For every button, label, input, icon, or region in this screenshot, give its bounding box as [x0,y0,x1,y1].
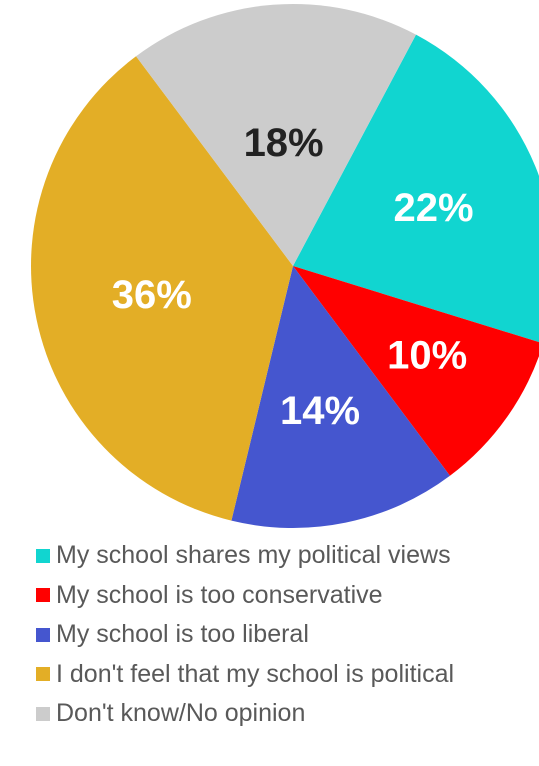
legend-item: My school is too conservative [36,576,531,616]
legend-label: My school is too liberal [56,620,309,649]
legend-item: My school shares my political views [36,536,531,576]
legend-swatch-icon [36,627,50,642]
legend-item: I don't feel that my school is political [36,655,531,695]
slice-value-label-4: 36% [112,273,192,317]
legend-label: My school shares my political views [56,541,451,570]
legend-swatch-icon [36,548,50,563]
legend-label: My school is too conservative [56,580,383,609]
pie-slice-4 [31,56,293,521]
pie-chart: 22% 10% 14% 36% 18% [31,4,539,528]
slice-value-label-5: 18% [244,121,324,165]
pie-slice-5 [136,4,416,266]
legend-label: I don't feel that my school is political [56,659,455,688]
legend-label: Don't know/No opinion [56,699,306,728]
legend-swatch-icon [36,667,50,682]
legend-swatch-icon [36,588,50,603]
legend-swatch-icon [36,706,50,721]
legend-item: My school is too liberal [36,615,531,655]
slice-value-label-2: 10% [387,334,467,378]
slice-value-label-1: 22% [393,186,473,230]
slice-value-label-3: 14% [280,389,360,433]
chart-legend: My school shares my political views My sc… [36,536,531,734]
pie-slice-3 [231,266,450,528]
legend-item: Don't know/No opinion [36,694,531,734]
pie-slices [31,4,539,528]
pie-slice-1 [293,34,539,343]
pie-labels: 22% 10% 14% 36% 18% [112,121,474,433]
pie-slice-2 [293,266,539,476]
